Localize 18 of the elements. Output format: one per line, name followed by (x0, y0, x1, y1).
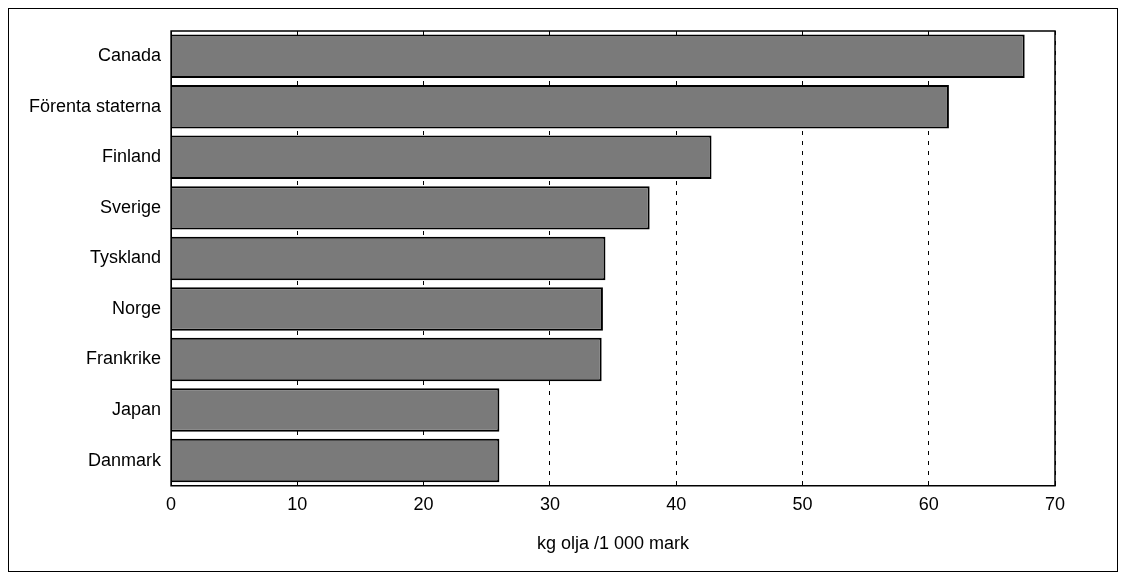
x-axis-title: kg olja /1 000 mark (537, 533, 691, 554)
x-tick-label: 20 (413, 493, 434, 514)
x-tick-label: 60 (918, 493, 939, 514)
x-tick-label: 70 (1044, 493, 1066, 514)
y-tick-label: Frankrike (86, 348, 162, 369)
x-tick-label: 0 (166, 493, 177, 514)
x-tick-label: 50 (792, 493, 813, 514)
y-tick-label: Canada (98, 45, 163, 66)
y-tick-label: Tyskland (90, 247, 162, 268)
y-tick-label: Sverige (100, 196, 162, 217)
y-tick-label: Japan (112, 398, 162, 419)
y-tick-label: Danmark (88, 449, 163, 470)
y-tick-label: Förenta staterna (29, 95, 163, 116)
y-tick-label: Finland (102, 146, 162, 167)
x-tick-label: 30 (539, 493, 560, 514)
x-tick-label: 40 (666, 493, 687, 514)
x-tick-label: 10 (287, 493, 308, 514)
y-tick-label: Norge (112, 297, 162, 318)
